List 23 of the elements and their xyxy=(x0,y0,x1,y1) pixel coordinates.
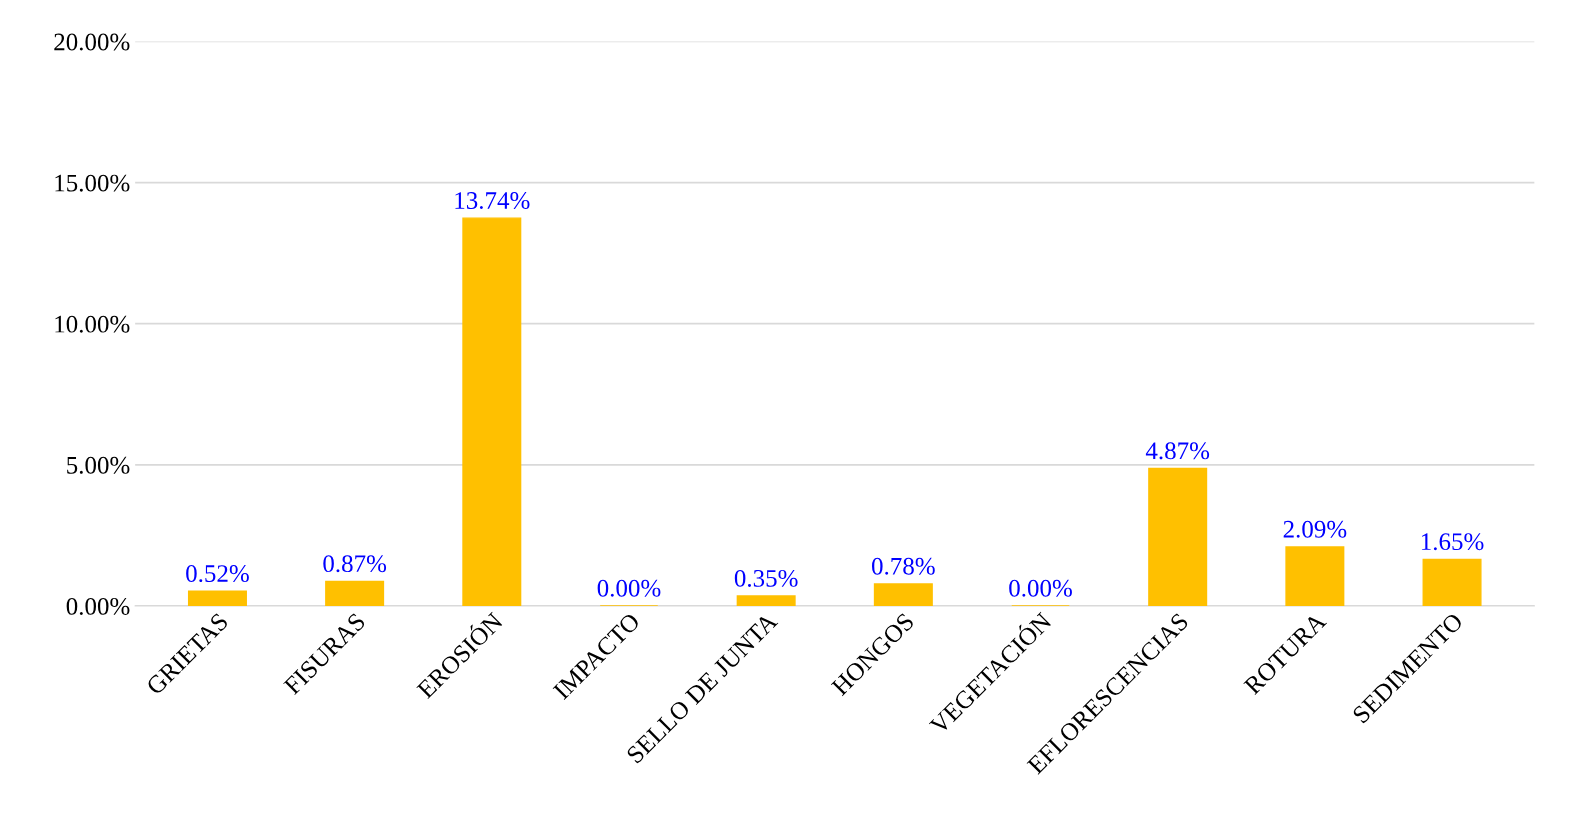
data-label: 13.74% xyxy=(455,192,530,210)
data-label: 2.09% xyxy=(1283,520,1347,538)
data-label: 4.87% xyxy=(1145,442,1210,460)
bar xyxy=(1285,546,1345,606)
data-label: 0.35% xyxy=(734,569,798,587)
data-label: 0.52% xyxy=(186,565,249,583)
y-tick-label: 20.00% xyxy=(54,33,130,51)
y-tick-label: 0.00% xyxy=(66,597,130,615)
y-tick-label: 10.00% xyxy=(55,315,130,333)
data-label: 0.00% xyxy=(597,579,661,597)
bar xyxy=(462,217,522,606)
data-label: 1.65% xyxy=(1421,533,1484,551)
bar xyxy=(1422,558,1482,606)
data-label: 0.87% xyxy=(323,555,387,573)
bar xyxy=(873,583,933,606)
bar xyxy=(736,595,796,606)
y-tick-label: 15.00% xyxy=(55,174,130,192)
bar xyxy=(1148,467,1208,606)
data-label: 0.78% xyxy=(872,557,935,575)
bar xyxy=(325,580,385,606)
bar xyxy=(187,590,247,606)
y-tick-label: 5.00% xyxy=(67,456,130,474)
data-label: 0.00% xyxy=(1009,579,1072,597)
